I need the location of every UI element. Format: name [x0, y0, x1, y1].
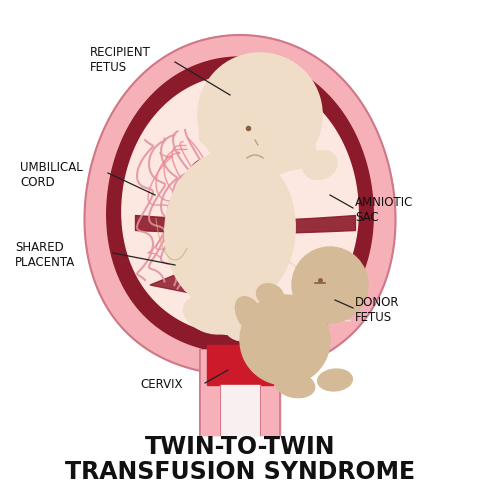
Ellipse shape — [256, 284, 283, 306]
Text: CERVIX: CERVIX — [140, 378, 182, 392]
Polygon shape — [260, 350, 279, 435]
Text: SHARED
PLACENTA: SHARED PLACENTA — [15, 241, 75, 269]
Circle shape — [291, 247, 367, 323]
Polygon shape — [107, 57, 372, 353]
Polygon shape — [84, 35, 395, 375]
Text: RECIPIENT
FETUS: RECIPIENT FETUS — [90, 46, 151, 74]
Text: TWIN-TO-TWIN: TWIN-TO-TWIN — [144, 435, 335, 459]
Text: DONOR
FETUS: DONOR FETUS — [354, 296, 399, 324]
Ellipse shape — [240, 295, 329, 385]
Ellipse shape — [199, 126, 211, 144]
Circle shape — [198, 53, 321, 177]
Ellipse shape — [302, 150, 336, 180]
Ellipse shape — [183, 296, 236, 334]
Polygon shape — [121, 75, 358, 335]
Polygon shape — [206, 345, 273, 385]
Ellipse shape — [225, 308, 274, 342]
Text: UMBILICAL
CORD: UMBILICAL CORD — [20, 161, 83, 189]
Polygon shape — [200, 350, 279, 435]
Ellipse shape — [165, 150, 295, 310]
Ellipse shape — [235, 296, 264, 334]
Ellipse shape — [275, 372, 314, 398]
Text: AMNIOTIC
SAC: AMNIOTIC SAC — [354, 196, 412, 224]
Polygon shape — [150, 105, 259, 305]
Ellipse shape — [317, 369, 352, 391]
Polygon shape — [219, 385, 260, 435]
Text: TRANSFUSION SYNDROME: TRANSFUSION SYNDROME — [65, 460, 414, 484]
Polygon shape — [200, 350, 219, 435]
Polygon shape — [235, 205, 347, 306]
